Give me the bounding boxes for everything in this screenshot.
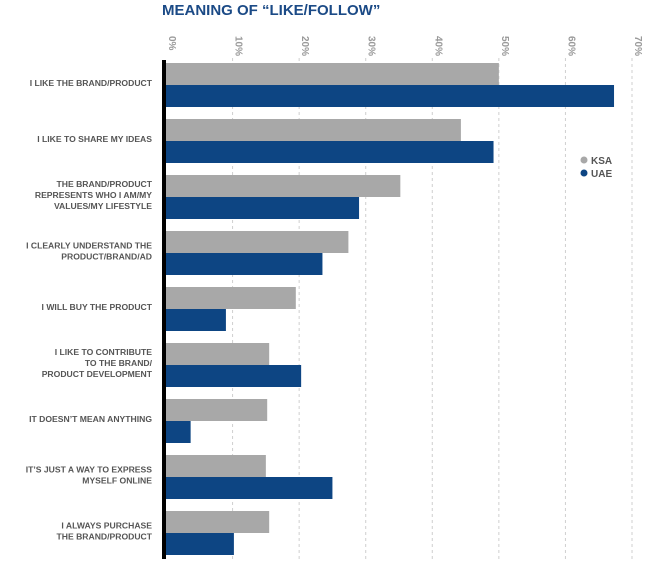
bar-uae-4 [166,253,323,275]
x-tick-label: 40% [432,36,443,56]
category-label: I CLEARLY UNDERSTAND THE [26,240,152,250]
bar-ksa-8 [166,455,266,477]
x-tick-label: 70% [632,36,643,56]
bar-uae-5 [166,309,226,331]
x-tick-label: 0% [166,36,177,51]
category-label: PRODUCT/BRAND/AD [61,251,152,261]
x-tick-label: 50% [499,36,510,56]
category-label: I WILL BUY THE PRODUCT [42,302,153,312]
bar-uae-7 [166,421,191,443]
legend-label-uae: UAE [591,169,612,180]
category-label: THE BRAND/PRODUCT [57,179,153,189]
bar-ksa-6 [166,343,270,365]
bars [166,63,615,555]
category-label: VALUES/MY LIFESTYLE [54,201,152,211]
category-label: IT’S JUST A WAY TO EXPRESS [26,464,153,474]
category-label: I LIKE THE BRAND/PRODUCT [30,78,153,88]
category-label: I LIKE TO CONTRIBUTE [55,347,153,357]
bar-ksa-5 [166,287,296,309]
category-label: IT DOESN’T MEAN ANYTHING [29,414,152,424]
x-tick-label: 20% [299,36,310,56]
category-label: I ALWAYS PURCHASE [61,520,152,530]
category-label: PRODUCT DEVELOPMENT [42,369,153,379]
category-labels: I LIKE THE BRAND/PRODUCT I LIKE TO SHARE … [26,78,153,541]
bar-ksa-1 [166,63,499,85]
chart-title: MEANING OF “LIKE/FOLLOW” [162,2,380,19]
x-tick-label: 10% [233,36,244,56]
legend-swatch-uae [580,169,588,177]
bar-uae-6 [166,365,302,387]
category-label: MYSELF ONLINE [82,475,152,485]
bar-uae-2 [166,141,494,163]
bar-ksa-4 [166,231,349,253]
bar-uae-8 [166,477,333,499]
legend-swatch-ksa [580,156,588,164]
bar-ksa-3 [166,175,401,197]
x-tick-label: 30% [366,36,377,56]
x-axis-ticks: 0% 10% 20% 30% 40% 50% 60% 70% [166,36,643,56]
category-label: REPRESENTS WHO I AM/MY [35,190,152,200]
bar-uae-9 [166,533,234,555]
category-label: THE BRAND/PRODUCT [57,531,153,541]
x-tick-label: 60% [565,36,576,56]
bar-ksa-7 [166,399,268,421]
legend-label-ksa: KSA [591,156,612,167]
bar-uae-3 [166,197,360,219]
category-label: I LIKE TO SHARE MY IDEAS [37,134,152,144]
category-label: TO THE BRAND/ [85,358,153,368]
bar-ksa-9 [166,511,270,533]
legend: KSA UAE [580,156,612,180]
bar-uae-1 [166,85,615,107]
bar-ksa-2 [166,119,461,141]
